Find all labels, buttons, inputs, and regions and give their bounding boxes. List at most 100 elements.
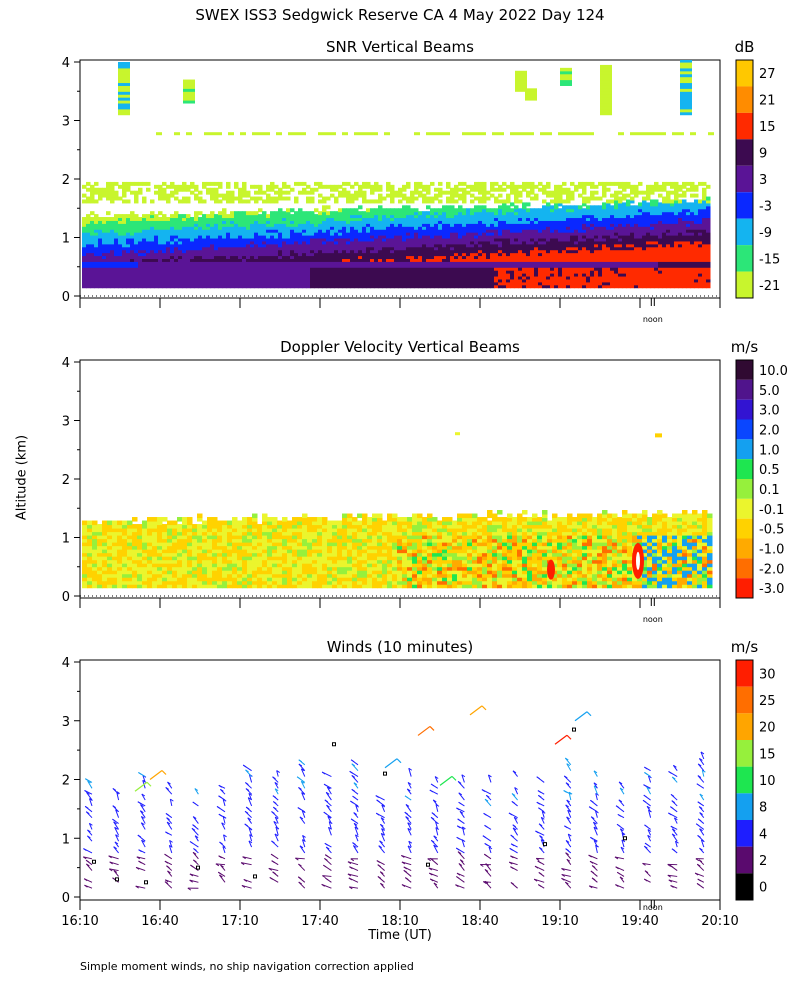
snr-cell: [402, 214, 407, 219]
snr-cell: [214, 193, 219, 198]
snr-cell: [394, 281, 399, 286]
snr-cell: [126, 272, 131, 277]
snr-cell: [194, 260, 199, 265]
snr-cell: [126, 255, 131, 259]
snr-cell: [154, 240, 159, 245]
snr-cell: [622, 263, 627, 268]
snr-cell: [438, 272, 443, 277]
snr-cell: [534, 225, 539, 230]
snr-cell: [578, 243, 583, 248]
snr-cell: [398, 187, 403, 192]
snr-cell: [470, 214, 475, 219]
snr-cell: [234, 281, 239, 286]
snr-cell: [390, 214, 395, 219]
snr-cell: [234, 255, 239, 259]
snr-cell: [494, 211, 499, 216]
snr-cell: [166, 222, 171, 227]
snr-cell: [370, 214, 375, 219]
snr-cell: [470, 240, 475, 245]
snr-cell: [574, 281, 579, 286]
snr-cell: [602, 217, 607, 221]
snr-cell: [286, 257, 291, 262]
snr-cell: [442, 211, 447, 216]
snr-cell: [342, 284, 347, 289]
snr-cell: [694, 266, 699, 271]
snr-cell: [302, 252, 307, 257]
snr-cell: [170, 252, 175, 257]
snr-cell: [462, 208, 467, 213]
snr-cell: [650, 222, 655, 227]
snr-cell: [634, 234, 639, 239]
snr-cell: [222, 237, 227, 242]
colorbar-swatch: [736, 360, 753, 380]
snr-cell: [670, 266, 675, 271]
snr-cell: [434, 196, 439, 201]
snr-cell: [390, 257, 395, 262]
snr-cell: [226, 266, 231, 271]
snr-cell: [582, 234, 587, 239]
snr-cell: [94, 214, 99, 219]
snr-cell: [198, 211, 203, 216]
snr-cell: [590, 269, 595, 274]
snr-cell: [226, 214, 231, 219]
snr-cell: [214, 240, 219, 245]
snr-cell: [538, 255, 543, 259]
snr-cell: [458, 208, 463, 213]
snr-cell: [418, 278, 423, 283]
snr-cell: [334, 272, 339, 277]
snr-cell: [130, 181, 135, 186]
snr-cell: [258, 219, 263, 224]
snr-cell: [658, 231, 663, 236]
snr-cell: [398, 211, 403, 216]
snr-cell: [166, 228, 171, 233]
snr-cell: [630, 266, 635, 271]
snr-cell: [486, 252, 491, 257]
snr-cell: [498, 222, 503, 227]
snr-cell: [450, 211, 455, 216]
snr-cell: [198, 237, 203, 242]
snr-cell: [378, 225, 383, 230]
snr-cell: [178, 275, 183, 280]
snr-cell: [558, 255, 563, 259]
snr-cell: [422, 275, 427, 280]
snr-cell: [246, 225, 251, 230]
snr-cell: [450, 269, 455, 274]
snr-cell: [582, 255, 587, 259]
snr-cell: [186, 281, 191, 286]
snr-cell: [682, 184, 687, 189]
snr-cell: [658, 214, 663, 219]
snr-cell: [642, 246, 647, 251]
snr-cell: [182, 263, 187, 268]
snr-cell: [678, 199, 683, 204]
snr-cell: [634, 225, 639, 230]
snr-cell: [134, 222, 139, 227]
snr-cell: [654, 214, 659, 219]
snr-cell: [402, 208, 407, 213]
snr-cell: [254, 214, 259, 219]
snr-cell: [518, 278, 523, 283]
snr-cell: [294, 263, 299, 268]
snr-cell: [194, 281, 199, 286]
snr-cell: [610, 222, 615, 227]
snr-cell: [514, 219, 519, 224]
snr-cell: [290, 228, 295, 233]
snr-cell: [162, 219, 167, 224]
snr-cell: [538, 275, 543, 280]
snr-cell: [678, 263, 683, 268]
snr-cell: [206, 217, 211, 221]
snr-cell: [286, 222, 291, 227]
snr-cell: [126, 275, 131, 280]
snr-cell: [138, 181, 143, 186]
snr-cell: [330, 219, 335, 224]
snr-cell: [642, 278, 647, 283]
snr-cell: [338, 263, 343, 268]
snr-cell: [510, 181, 515, 186]
snr-cell: [670, 237, 675, 242]
snr-cell: [174, 240, 179, 245]
snr-cell: [434, 234, 439, 239]
snr-cell: [542, 208, 547, 213]
snr-cell: [170, 190, 175, 195]
snr-cell: [482, 196, 487, 201]
snr-cell: [134, 234, 139, 239]
snr-cell: [642, 231, 647, 236]
